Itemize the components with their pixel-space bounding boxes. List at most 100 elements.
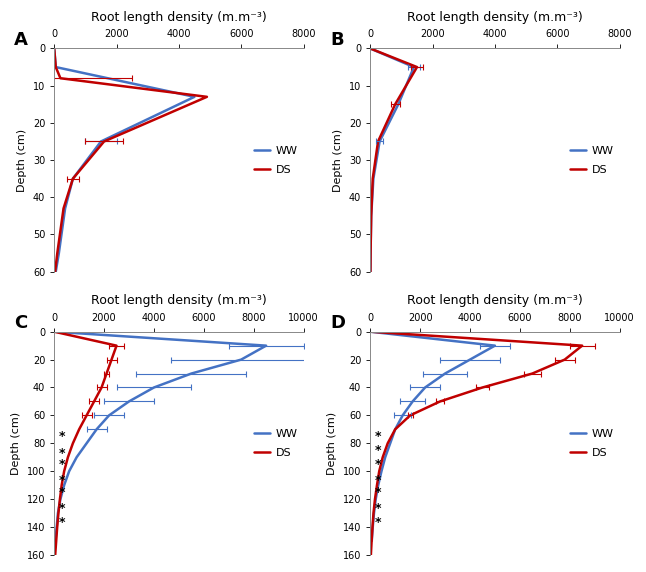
WW: [150, 384, 158, 391]
WW: [187, 370, 195, 377]
Text: *: *: [375, 517, 381, 529]
Title: Root length density (m.m⁻³): Root length density (m.m⁻³): [407, 295, 583, 307]
DS: [373, 482, 381, 488]
DS: [384, 440, 391, 447]
DS: [75, 426, 83, 433]
Text: *: *: [59, 458, 65, 471]
DS: [479, 384, 486, 391]
WW: [60, 482, 68, 488]
WW: [409, 398, 417, 405]
DS: [406, 412, 414, 419]
DS: [57, 75, 65, 82]
Text: *: *: [375, 444, 381, 457]
DS: [54, 249, 61, 256]
WW: [466, 356, 474, 363]
DS: [50, 328, 58, 335]
DS: [56, 496, 64, 503]
WW: [53, 523, 61, 530]
Line: WW: WW: [370, 49, 414, 272]
Text: *: *: [375, 430, 381, 443]
WW: [372, 496, 380, 503]
DS: [98, 384, 105, 391]
Text: *: *: [375, 486, 381, 499]
WW: [366, 268, 374, 275]
WW: [105, 412, 113, 419]
DS: [370, 510, 377, 517]
Text: *: *: [59, 502, 65, 515]
WW: [83, 440, 90, 447]
DS: [69, 440, 77, 447]
WW: [421, 384, 429, 391]
DS: [51, 551, 59, 558]
WW: [374, 482, 382, 488]
WW: [386, 440, 394, 447]
WW: [57, 496, 65, 503]
DS: [413, 63, 421, 70]
WW: [237, 356, 245, 363]
Line: DS: DS: [370, 49, 417, 272]
DS: [57, 482, 65, 488]
Line: WW: WW: [370, 332, 495, 541]
DS: [60, 468, 68, 475]
WW: [52, 63, 59, 70]
DS: [391, 101, 399, 108]
DS: [69, 175, 77, 182]
DS: [369, 523, 377, 530]
Text: *: *: [375, 474, 381, 487]
WW: [61, 205, 69, 212]
WW: [54, 510, 62, 517]
DS: [436, 398, 444, 405]
Y-axis label: Depth (cm): Depth (cm): [327, 412, 337, 475]
Text: *: *: [375, 458, 381, 471]
DS: [103, 370, 110, 377]
Legend: WW, DS: WW, DS: [254, 146, 298, 174]
DS: [52, 538, 60, 545]
DS: [112, 342, 120, 349]
WW: [97, 138, 105, 145]
WW: [52, 268, 59, 275]
DS: [375, 468, 383, 475]
WW: [391, 426, 399, 433]
DS: [83, 412, 90, 419]
DS: [366, 268, 374, 275]
WW: [381, 454, 389, 460]
DS: [374, 138, 382, 145]
WW: [367, 249, 375, 256]
DS: [366, 45, 374, 52]
Text: C: C: [14, 314, 28, 332]
WW: [376, 138, 384, 145]
WW: [366, 328, 374, 335]
DS: [369, 175, 377, 182]
WW: [410, 63, 418, 70]
Line: DS: DS: [370, 332, 582, 555]
DS: [578, 342, 586, 349]
Y-axis label: Depth (cm): Depth (cm): [11, 412, 21, 475]
DS: [54, 523, 61, 530]
Text: *: *: [59, 517, 65, 529]
WW: [368, 212, 375, 219]
DS: [203, 93, 211, 100]
Line: DS: DS: [54, 332, 116, 555]
DS: [59, 205, 67, 212]
DS: [50, 45, 58, 52]
DS: [52, 63, 59, 70]
WW: [125, 398, 133, 405]
WW: [65, 468, 73, 475]
Line: DS: DS: [54, 49, 207, 272]
Text: *: *: [59, 447, 65, 459]
DS: [367, 551, 375, 558]
Text: *: *: [59, 486, 65, 499]
Legend: WW, DS: WW, DS: [254, 429, 298, 458]
WW: [368, 538, 375, 545]
WW: [50, 328, 58, 335]
Text: D: D: [330, 314, 346, 332]
Text: *: *: [59, 474, 65, 487]
DS: [368, 538, 375, 545]
WW: [370, 175, 377, 182]
DS: [368, 212, 375, 219]
WW: [369, 523, 377, 530]
DS: [51, 268, 59, 275]
WW: [370, 510, 378, 517]
WW: [399, 412, 406, 419]
WW: [366, 45, 374, 52]
